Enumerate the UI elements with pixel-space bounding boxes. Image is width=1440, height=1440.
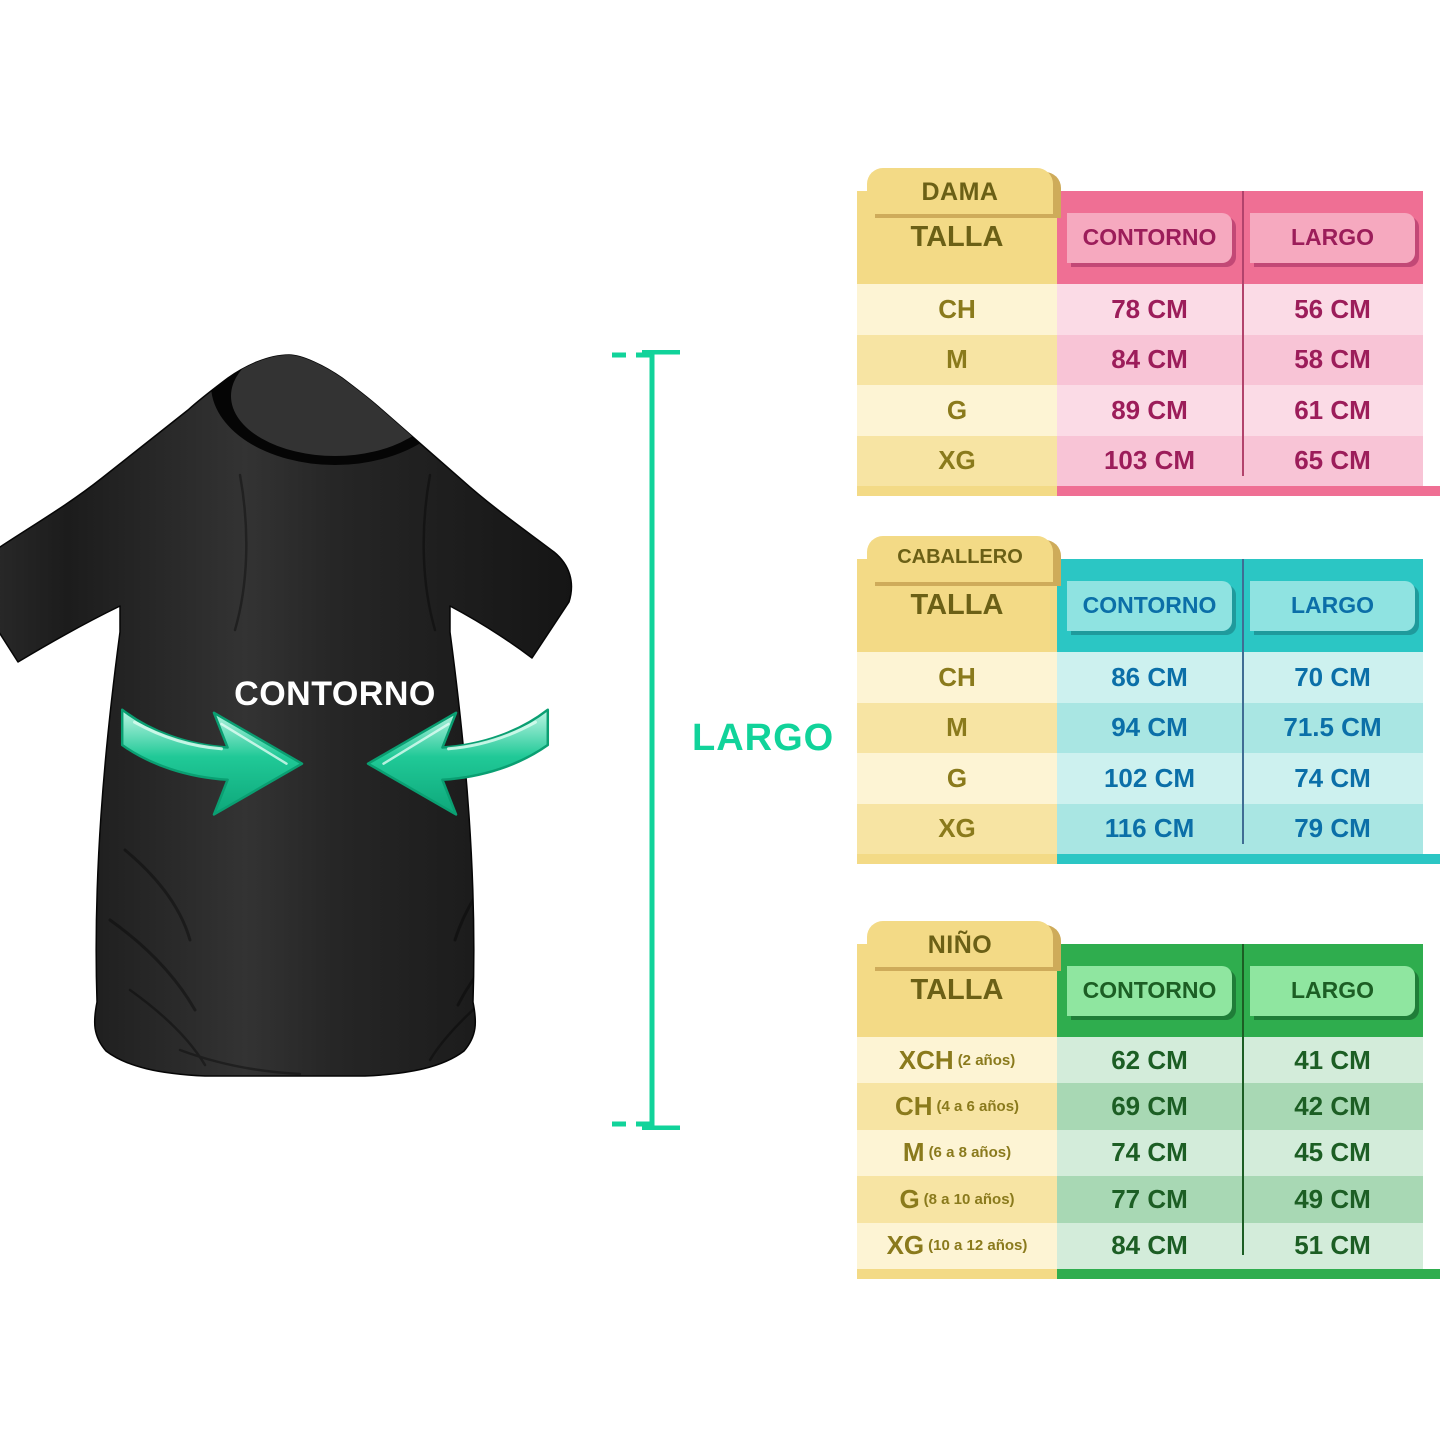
svg-text:CONTORNO: CONTORNO — [234, 675, 436, 713]
svg-text:LARGO: LARGO — [692, 717, 832, 759]
